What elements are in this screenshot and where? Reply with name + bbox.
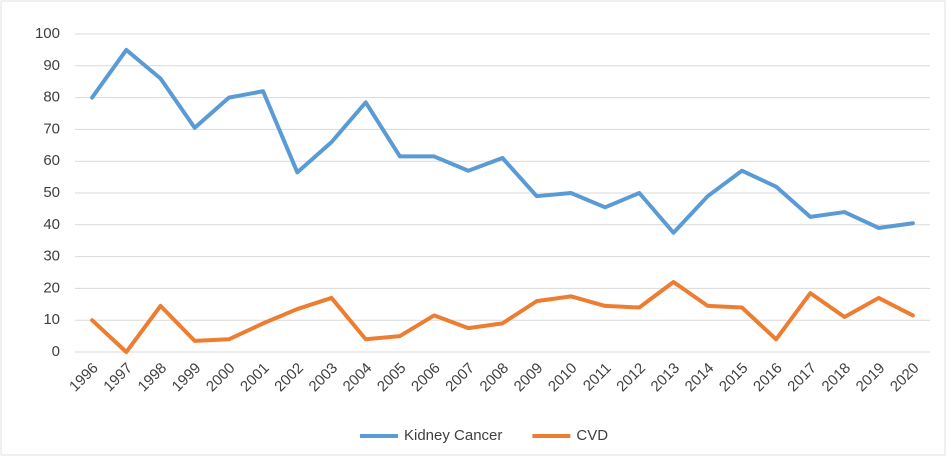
y-tick-label: 10 <box>43 311 60 328</box>
series-line <box>90 280 915 354</box>
series-line <box>90 47 915 235</box>
y-tick-label: 40 <box>43 216 60 233</box>
legend-label: Kidney Cancer <box>404 427 502 444</box>
y-tick-label: 30 <box>43 248 60 265</box>
y-tick-label: 70 <box>43 120 60 137</box>
y-tick-label: 50 <box>43 184 60 201</box>
legend-label: CVD <box>576 427 608 444</box>
y-tick-label: 20 <box>43 279 60 296</box>
y-tick-label: 100 <box>35 25 60 42</box>
y-tick-label: 0 <box>52 343 60 360</box>
y-tick-label: 90 <box>43 57 60 74</box>
y-tick-label: 60 <box>43 152 60 169</box>
y-tick-label: 80 <box>43 89 60 106</box>
